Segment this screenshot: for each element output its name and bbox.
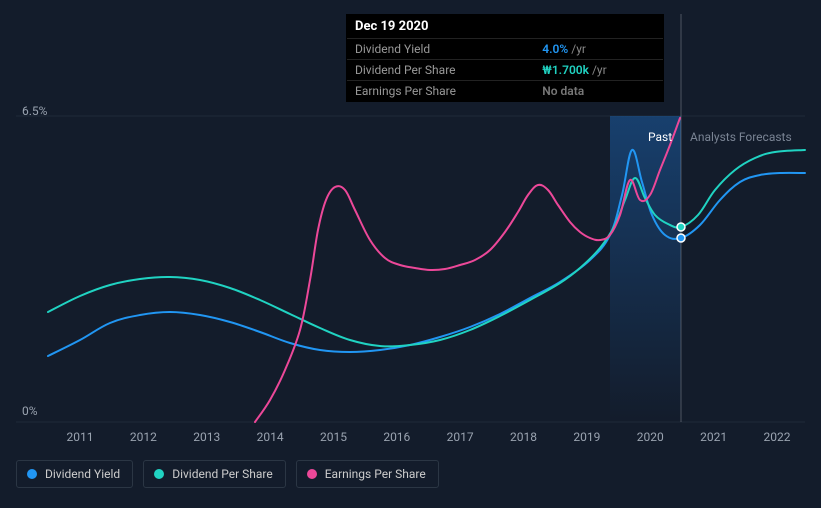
x-tick-label: 2015 — [320, 430, 347, 444]
y-tick-label: 6.5% — [22, 104, 47, 118]
grid — [16, 116, 805, 422]
x-tick-label: 2016 — [383, 430, 410, 444]
y-tick-label: 0% — [22, 404, 38, 418]
tooltip-row-label: Earnings Per Share — [347, 81, 534, 102]
x-tick-label: 2020 — [637, 430, 664, 444]
series-divyield — [48, 150, 805, 356]
x-tick-label: 2012 — [130, 430, 157, 444]
x-tick-label: 2014 — [257, 430, 284, 444]
section-label-forecast: Analysts Forecasts — [690, 130, 792, 144]
x-tick-label: 2017 — [447, 430, 474, 444]
dividend-chart: 0% 6.5% 2011 2012 2013 2014 2015 2016 2017 2018 2… — [0, 0, 821, 508]
section-label-past: Past — [648, 130, 672, 144]
chart-legend: Dividend Yield Dividend Per Share Earnings… — [16, 460, 439, 488]
tooltip-row-label: Dividend Per Share — [347, 60, 534, 81]
legend-item-divyield[interactable]: Dividend Yield — [16, 460, 133, 488]
x-tick-label: 2019 — [573, 430, 600, 444]
legend-label: Earnings Per Share — [325, 467, 426, 481]
x-tick-label: 2022 — [764, 430, 791, 444]
tooltip-row-value: ₩1.700k /yr — [534, 60, 663, 81]
x-tick-label: 2018 — [510, 430, 537, 444]
legend-item-dps[interactable]: Dividend Per Share — [143, 460, 286, 488]
legend-swatch — [154, 469, 164, 479]
legend-item-eps[interactable]: Earnings Per Share — [296, 460, 439, 488]
x-tick-label: 2021 — [700, 430, 727, 444]
marker-divyield — [677, 234, 685, 242]
chart-tooltip: Dec 19 2020 Dividend Yield4.0% /yrDivide… — [346, 14, 664, 102]
legend-swatch — [307, 469, 317, 479]
tooltip-row-value: No data — [534, 81, 663, 102]
legend-label: Dividend Per Share — [172, 467, 273, 481]
marker-dps — [677, 223, 685, 231]
x-tick-label: 2013 — [193, 430, 220, 444]
hover-shade — [610, 116, 681, 422]
legend-swatch — [27, 469, 37, 479]
legend-label: Dividend Yield — [45, 467, 120, 481]
tooltip-row-value: 4.0% /yr — [534, 39, 663, 60]
series-dps — [48, 150, 805, 346]
tooltip-row-label: Dividend Yield — [347, 39, 534, 60]
x-tick-label: 2011 — [67, 430, 94, 444]
tooltip-title: Dec 19 2020 — [347, 15, 663, 38]
